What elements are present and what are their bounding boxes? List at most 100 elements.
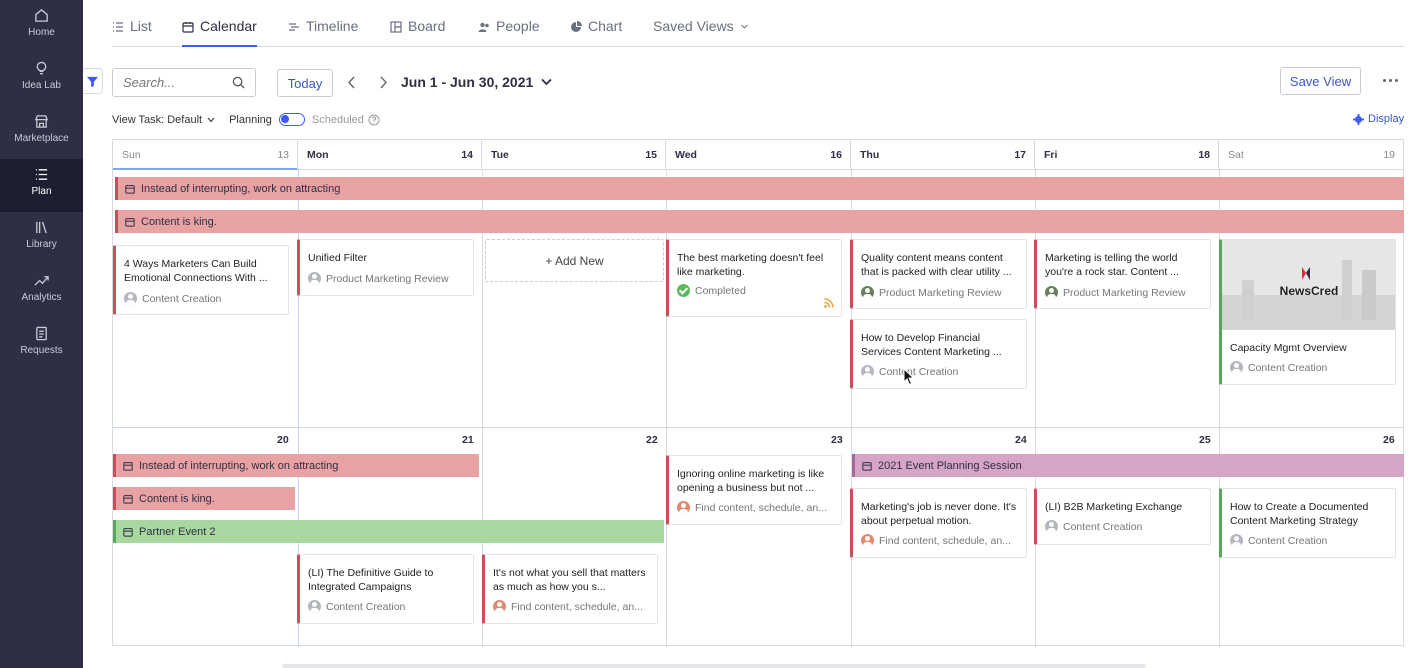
add-new-button[interactable]: + Add New bbox=[485, 239, 664, 282]
day-name: Fri bbox=[1044, 149, 1058, 161]
event-bar[interactable]: Content is king. bbox=[115, 210, 1404, 233]
save-view-button[interactable]: Save View bbox=[1280, 67, 1361, 95]
content-card[interactable]: NewsCred Capacity Mgmt Overview Content … bbox=[1219, 239, 1396, 385]
day-header-sun: Sun 13 bbox=[113, 140, 298, 170]
card-title: 4 Ways Marketers Can Build Emotional Con… bbox=[124, 258, 268, 284]
column-divider bbox=[298, 170, 299, 647]
more-options-icon[interactable] bbox=[1381, 73, 1399, 87]
card-title: Unified Filter bbox=[308, 252, 367, 264]
avatar bbox=[493, 600, 506, 613]
scheduled-label: Scheduled bbox=[311, 113, 364, 126]
sidebar-item-marketplace[interactable]: Marketplace bbox=[0, 106, 83, 159]
day-date: 15 bbox=[645, 149, 657, 161]
content-card[interactable]: How to Create a Documented Content Marke… bbox=[1219, 488, 1396, 558]
event-bar[interactable]: Content is king. bbox=[113, 487, 295, 510]
content-card[interactable]: Unified Filter Product Marketing Review bbox=[297, 239, 474, 296]
search-icon[interactable] bbox=[232, 76, 245, 89]
document-icon bbox=[0, 326, 83, 342]
tab-label: People bbox=[496, 18, 540, 34]
sidebar-item-label: Marketplace bbox=[14, 133, 69, 144]
view-task-label: View Task: Default bbox=[112, 113, 203, 126]
content-card[interactable]: (LI) B2B Marketing Exchange Content Crea… bbox=[1034, 488, 1211, 545]
view-task-selector[interactable]: View Task: Default bbox=[112, 114, 215, 126]
content-card[interactable]: It's not what you sell that matters as m… bbox=[482, 554, 658, 624]
date-range-selector[interactable]: Jun 1 - Jun 30, 2021 bbox=[401, 74, 552, 90]
tab-chart[interactable]: Chart bbox=[570, 18, 622, 47]
card-title: Marketing's job is never done. It's abou… bbox=[861, 501, 1017, 527]
people-icon bbox=[478, 22, 489, 32]
card-title: How to Develop Financial Services Conten… bbox=[861, 332, 1002, 358]
day-name: Wed bbox=[675, 149, 697, 161]
tab-people[interactable]: People bbox=[478, 18, 540, 47]
event-bar-label: Content is king. bbox=[141, 215, 217, 228]
tab-label: Calendar bbox=[200, 18, 257, 34]
week-divider-today bbox=[113, 427, 298, 428]
event-bar[interactable]: Instead of interrupting, work on attract… bbox=[115, 177, 1404, 200]
content-card[interactable]: (LI) The Definitive Guide to Integrated … bbox=[297, 554, 474, 624]
sidebar-item-idea-lab[interactable]: Idea Lab bbox=[0, 53, 83, 106]
display-button[interactable]: Display bbox=[1353, 113, 1404, 125]
content-card[interactable]: The best marketing doesn't feel like mar… bbox=[666, 239, 842, 317]
tab-board[interactable]: Board bbox=[390, 18, 445, 47]
filter-button[interactable] bbox=[83, 68, 103, 94]
chevron-down-icon bbox=[541, 78, 552, 86]
tab-timeline[interactable]: Timeline bbox=[288, 18, 358, 47]
card-title: It's not what you sell that matters as m… bbox=[493, 567, 646, 593]
event-bar[interactable]: Instead of interrupting, work on attract… bbox=[113, 454, 479, 477]
day-header-fri: Fri 18 bbox=[1035, 140, 1219, 170]
content-card[interactable]: 4 Ways Marketers Can Build Emotional Con… bbox=[113, 245, 289, 315]
horizontal-scrollbar[interactable] bbox=[282, 664, 1146, 668]
help-icon[interactable] bbox=[368, 114, 380, 126]
column-divider bbox=[1219, 170, 1220, 647]
day-date: 18 bbox=[1198, 149, 1210, 161]
content-card[interactable]: Ignoring online marketing is like openin… bbox=[666, 455, 842, 525]
card-title: (LI) The Definitive Guide to Integrated … bbox=[308, 567, 434, 593]
content-card[interactable]: Quality content means content that is pa… bbox=[850, 239, 1027, 309]
event-bar-label: Instead of interrupting, work on attract… bbox=[141, 182, 341, 195]
content-card[interactable]: How to Develop Financial Services Conten… bbox=[850, 319, 1027, 389]
calendar-icon bbox=[125, 184, 135, 194]
card-title: Ignoring online marketing is like openin… bbox=[677, 468, 825, 494]
sidebar-item-label: Analytics bbox=[21, 292, 62, 303]
next-arrow-icon[interactable] bbox=[376, 74, 390, 90]
day-date: 19 bbox=[1383, 149, 1395, 161]
tab-list[interactable]: List bbox=[112, 18, 152, 47]
day-date: 17 bbox=[1014, 149, 1026, 161]
tab-label: Board bbox=[408, 18, 446, 34]
home-icon bbox=[0, 8, 83, 24]
chevron-down-icon bbox=[207, 117, 215, 122]
checkmark-icon bbox=[677, 284, 690, 297]
card-subtitle: Content Creation bbox=[1248, 534, 1328, 547]
column-divider bbox=[1035, 170, 1036, 647]
sidebar-item-analytics[interactable]: Analytics bbox=[0, 265, 83, 318]
tab-label: Chart bbox=[588, 18, 623, 34]
tab-label: List bbox=[130, 18, 152, 34]
tab-calendar[interactable]: Calendar bbox=[182, 18, 257, 47]
avatar bbox=[124, 292, 137, 305]
today-button[interactable]: Today bbox=[277, 69, 333, 97]
card-subtitle: Content Creation bbox=[1248, 361, 1328, 374]
avatar bbox=[308, 600, 321, 613]
tab-saved-views[interactable]: Saved Views bbox=[653, 18, 749, 47]
avatar bbox=[677, 501, 690, 514]
content-card[interactable]: Marketing is telling the world you're a … bbox=[1034, 239, 1211, 309]
card-subtitle: Find content, schedule, an... bbox=[695, 501, 827, 514]
card-title: Marketing is telling the world you're a … bbox=[1045, 252, 1179, 278]
event-bar-label: Instead of interrupting, work on attract… bbox=[139, 459, 339, 472]
day-date: 16 bbox=[830, 149, 842, 161]
sidebar-item-requests[interactable]: Requests bbox=[0, 318, 83, 371]
trend-icon bbox=[0, 273, 83, 289]
pie-chart-icon bbox=[571, 21, 582, 32]
content-card[interactable]: Marketing's job is never done. It's abou… bbox=[850, 488, 1027, 558]
rss-icon bbox=[824, 298, 834, 308]
search-input[interactable] bbox=[123, 75, 233, 90]
sidebar-item-library[interactable]: Library bbox=[0, 212, 83, 265]
event-bar[interactable]: Partner Event 2 bbox=[113, 520, 664, 543]
event-bar[interactable]: 2021 Event Planning Session bbox=[852, 454, 1404, 477]
sidebar-item-home[interactable]: Home bbox=[0, 0, 83, 53]
sidebar-item-plan[interactable]: Plan bbox=[0, 159, 83, 212]
sidebar-item-label: Requests bbox=[20, 345, 63, 356]
previous-arrow-icon[interactable] bbox=[344, 74, 358, 90]
planning-scheduled-toggle[interactable] bbox=[278, 113, 305, 126]
